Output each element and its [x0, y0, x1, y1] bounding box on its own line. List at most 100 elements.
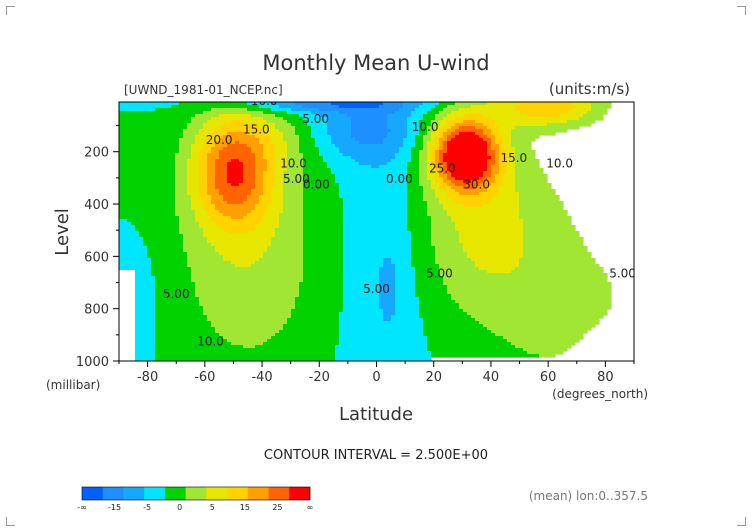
field-cell-run: [507, 162, 516, 166]
field-cell-run: [431, 222, 456, 226]
field-cell-run: [151, 264, 188, 268]
field-cell-run: [407, 132, 420, 136]
field-cell-run: [255, 153, 264, 157]
field-cell-run: [443, 204, 464, 208]
field-cell-run: [391, 159, 412, 163]
field-cell-run: [259, 195, 272, 199]
field-cell-run: [199, 198, 212, 202]
field-cell-run: [407, 228, 432, 232]
field-cell-run: [211, 150, 220, 154]
field-cell-run: [187, 165, 200, 169]
field-cell-run: [447, 129, 456, 133]
field-cell-run: [447, 120, 464, 124]
field-cell-run: [391, 315, 420, 319]
field-cell-run: [435, 165, 444, 169]
field-cell-run: [283, 135, 300, 139]
field-cell-run: [435, 159, 440, 163]
field-cell-run: [447, 177, 456, 181]
field-cell-run: [239, 159, 256, 163]
field-cell-run: [439, 270, 488, 274]
field-cell-run: [419, 132, 428, 136]
field-cell-run: [523, 252, 592, 256]
field-cell-run: [219, 156, 256, 160]
field-cell-run: [119, 273, 136, 277]
field-cell-run: [175, 174, 188, 178]
field-cell-run: [483, 129, 492, 133]
field-cell-run: [411, 159, 420, 163]
field-cell-run: [119, 282, 136, 286]
field-cell-run: [191, 207, 204, 211]
field-cell-run: [263, 117, 284, 121]
field-cell-run: [255, 171, 264, 175]
field-cell-run: [435, 192, 448, 196]
field-cell-run: [211, 219, 264, 223]
field-cell-run: [395, 270, 416, 274]
field-cell-run: [491, 141, 496, 145]
field-cell-run: [343, 291, 380, 295]
field-cell-run: [395, 312, 420, 316]
field-cell-run: [179, 216, 196, 220]
field-cell-run: [447, 105, 472, 109]
field-cell-run: [423, 327, 488, 331]
field-cell-run: [487, 126, 500, 130]
field-cell-run: [383, 264, 396, 268]
field-cell-run: [483, 174, 492, 178]
field-cell-run: [511, 135, 540, 139]
field-cell-run: [199, 150, 212, 154]
field-cell-run: [263, 252, 304, 256]
field-cell-run: [515, 177, 548, 181]
field-cell-run: [331, 171, 408, 175]
field-cell-run: [155, 288, 196, 292]
field-cell-run: [523, 234, 580, 238]
field-cell-run: [227, 201, 244, 205]
field-cell-run: [455, 189, 488, 193]
field-cell-run: [135, 309, 156, 313]
field-cell-run: [191, 267, 304, 271]
field-cell-run: [415, 288, 448, 292]
field-cell-run: [331, 102, 384, 106]
corner-mark-top-right: [737, 6, 746, 15]
field-cell-run: [303, 195, 340, 199]
field-cell-run: [283, 198, 304, 202]
field-cell-run: [227, 339, 268, 343]
field-cell-run: [447, 141, 488, 145]
field-cell-run: [247, 198, 260, 202]
field-cell-run: [343, 204, 408, 208]
field-cell-run: [499, 189, 516, 193]
field-cell-run: [243, 201, 260, 205]
field-cell-run: [179, 141, 196, 145]
field-cell-run: [443, 177, 448, 181]
field-cell-run: [383, 102, 404, 106]
field-cell-run: [379, 105, 404, 109]
contour-label: 25.0: [429, 162, 456, 176]
field-cell-run: [119, 333, 136, 337]
field-cell-run: [303, 219, 344, 223]
field-cell-run: [343, 216, 408, 220]
field-cell-run: [439, 111, 452, 115]
field-cell-run: [459, 237, 524, 241]
field-cell-run: [435, 144, 440, 148]
field-cell-run: [443, 207, 520, 211]
field-cell-run: [439, 102, 456, 106]
field-cell-run: [203, 231, 228, 235]
field-cell-run: [487, 150, 496, 154]
colorbar-frame: [81, 486, 311, 501]
field-cell-run: [511, 138, 536, 142]
field-cell-run: [419, 126, 428, 130]
field-cell-run: [119, 132, 184, 136]
field-cell-run: [287, 159, 304, 163]
field-cell-run: [415, 279, 444, 283]
field-cell-run: [335, 144, 404, 148]
field-cell-run: [491, 165, 500, 169]
field-cell-run: [207, 189, 220, 193]
field-cell-run: [215, 177, 228, 181]
field-cell-run: [559, 114, 584, 118]
field-cell-run: [147, 255, 188, 259]
field-cell-run: [119, 252, 148, 256]
field-cell-run: [267, 165, 276, 169]
field-cell-run: [403, 144, 416, 148]
field-cell-run: [311, 135, 332, 139]
field-cell-run: [139, 231, 180, 235]
field-cell-run: [215, 171, 228, 175]
field-cell-run: [351, 132, 388, 136]
